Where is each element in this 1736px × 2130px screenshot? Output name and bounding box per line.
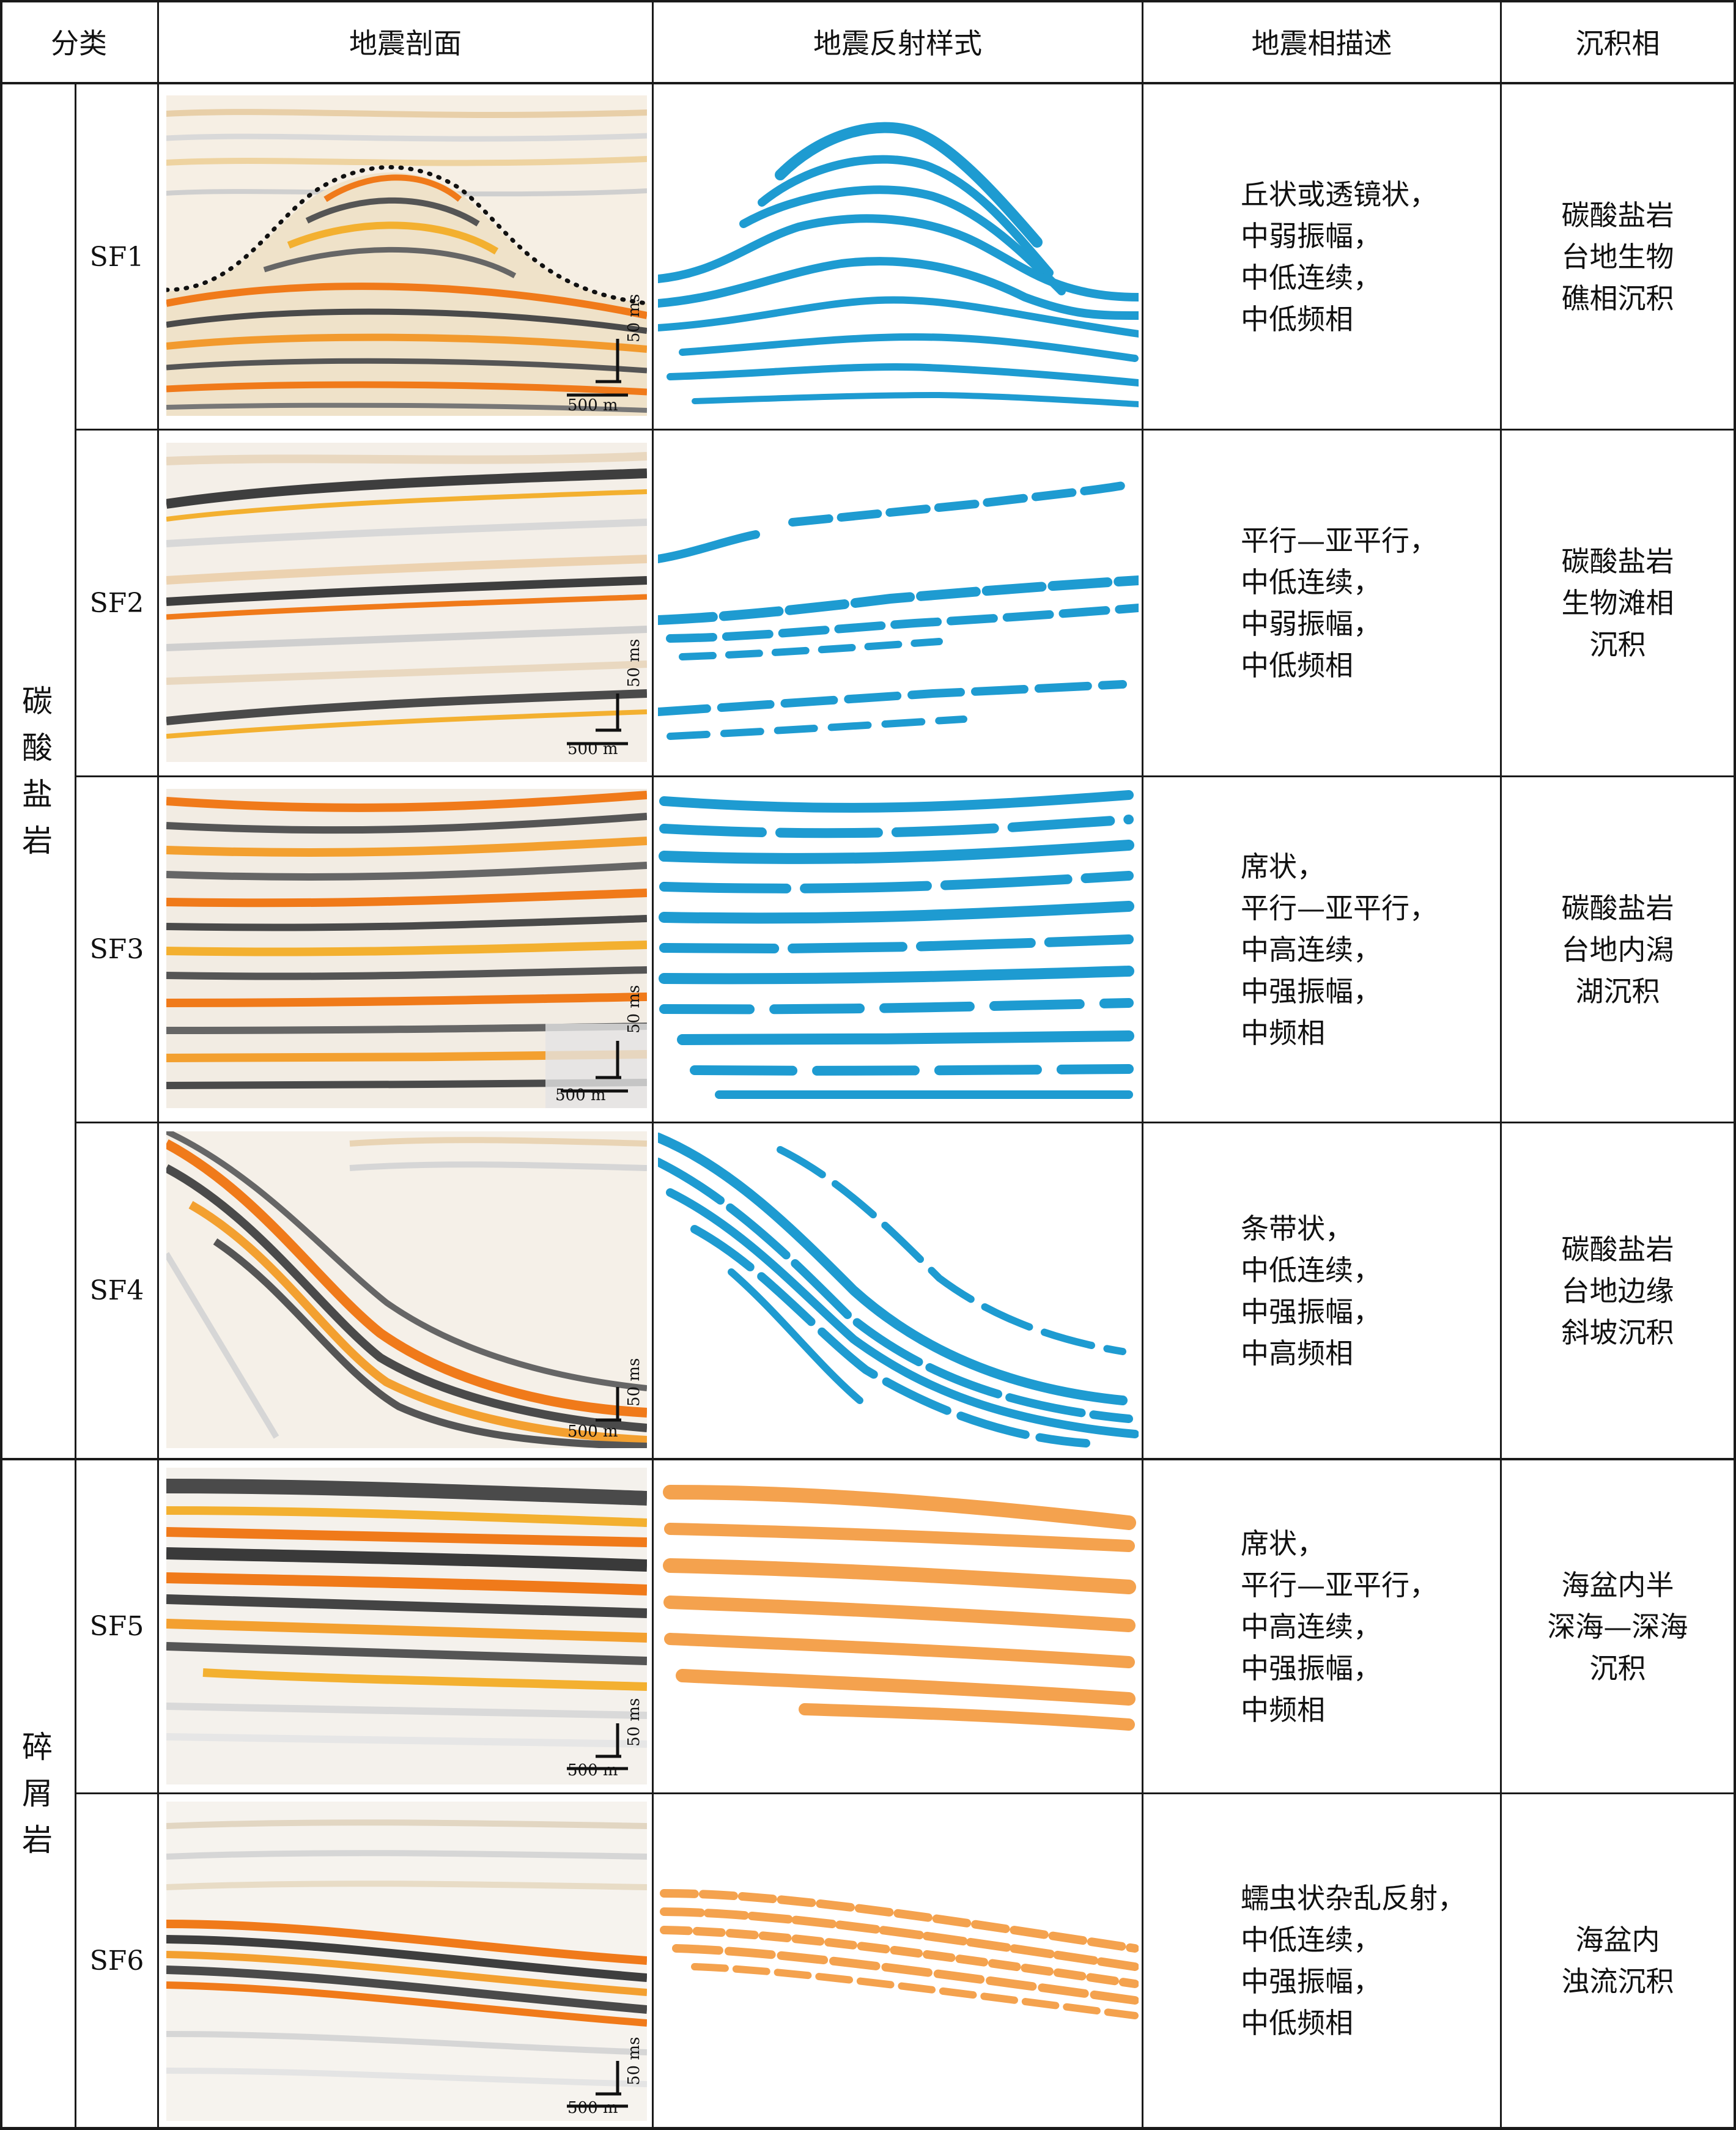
group-label-carbonate: 碳 酸 盐 岩 <box>0 83 75 1459</box>
scale-horizontal: 500 m <box>555 1086 606 1104</box>
description-text: 席状， 平行—亚平行， 中高连续， 中强振幅， 中频相 <box>1241 1526 1438 1726</box>
seismic-section-sf2 <box>166 443 647 762</box>
row-code-sf2: SF2 <box>89 587 144 619</box>
row-code-sf6: SF6 <box>89 1945 144 1977</box>
rule-left <box>0 0 2 2130</box>
row-facies-sf5: 海盆内半 深海—深海 沉积 <box>1501 1460 1734 1792</box>
row-description-sf3: 席状， 平行—亚平行， 中高连续， 中强振幅， 中频相 <box>1143 777 1501 1122</box>
description-text: 条带状， 中低连续， 中强振幅， 中高频相 <box>1241 1211 1381 1370</box>
rule-col3 <box>652 0 654 2130</box>
header-facies: 沉积相 <box>1575 27 1660 60</box>
group-char: 岩 <box>22 1822 53 1858</box>
group-label-clastic: 碎 屑 岩 <box>0 1460 75 2127</box>
description-text: 蠕虫状杂乱反射， 中低连续， 中强振幅， 中低频相 <box>1241 1882 1466 2039</box>
scale-horizontal: 500 m <box>567 396 618 415</box>
row-facies-sf1: 碳酸盐岩 台地生物 礁相沉积 <box>1501 84 1734 429</box>
group-char: 岩 <box>22 823 53 859</box>
facies-text: 海盆内 浊流沉积 <box>1561 1923 1674 1998</box>
row-description-sf4: 条带状， 中低连续， 中强振幅， 中高频相 <box>1143 1123 1501 1458</box>
facies-text: 碳酸盐岩 台地边缘 斜坡沉积 <box>1561 1232 1674 1349</box>
row-code-sf4: SF4 <box>89 1275 144 1306</box>
header-description: 地震相描述 <box>1251 27 1392 60</box>
row-code-sf3: SF3 <box>89 934 144 965</box>
scale-vertical: 50 ms <box>625 2036 643 2085</box>
rule-col1 <box>75 82 76 2128</box>
seismic-section-sf1 <box>166 95 647 416</box>
group-char: 碳 <box>22 684 53 719</box>
reflection-pattern-sf3 <box>658 789 1139 1108</box>
scale-vertical: 50 ms <box>625 1358 643 1407</box>
scale-horizontal: 500 m <box>567 1761 618 1780</box>
scale-vertical: 50 ms <box>625 294 643 342</box>
rule-bottom <box>0 2127 1736 2130</box>
seismic-section-sf4 <box>166 1131 647 1448</box>
reflection-pattern-sf4 <box>658 1131 1139 1448</box>
group-char: 酸 <box>22 730 53 766</box>
reflection-pattern-sf6 <box>658 1802 1139 2121</box>
rule-group <box>0 1458 1736 1460</box>
description-text: 平行—亚平行， 中低连续， 中弱振幅， 中低频相 <box>1241 524 1438 682</box>
reflection-pattern-sf1 <box>658 95 1139 416</box>
row-description-sf6: 蠕虫状杂乱反射， 中低连续， 中强振幅， 中低频相 <box>1143 1794 1501 2127</box>
scale-horizontal: 500 m <box>567 1422 618 1441</box>
row-description-sf5: 席状， 平行—亚平行， 中高连续， 中强振幅， 中频相 <box>1143 1460 1501 1792</box>
scale-horizontal: 500 m <box>567 2099 618 2117</box>
description-text: 丘状或透镜状， 中弱振幅， 中低连续， 中低频相 <box>1241 178 1438 336</box>
rule-row2 <box>75 775 1736 777</box>
group-char: 碎 <box>22 1729 53 1765</box>
header-section: 地震剖面 <box>349 27 462 60</box>
scale-vertical: 50 ms <box>625 985 643 1034</box>
row-code-sf5: SF5 <box>89 1611 144 1642</box>
rule-top <box>0 0 1736 2</box>
header-category: 分类 <box>51 27 107 60</box>
reflection-pattern-sf2 <box>658 443 1139 762</box>
row-code-sf1: SF1 <box>89 241 144 273</box>
rule-right <box>1734 0 1736 2130</box>
scale-horizontal: 500 m <box>567 740 618 758</box>
reflection-pattern-sf5 <box>658 1468 1139 1784</box>
description-text: 席状， 平行—亚平行， 中高连续， 中强振幅， 中频相 <box>1241 849 1438 1049</box>
row-facies-sf3: 碳酸盐岩 台地内潟 湖沉积 <box>1501 777 1734 1122</box>
rule-header <box>0 82 1736 84</box>
row-description-sf1: 丘状或透镜状， 中弱振幅， 中低连续， 中低频相 <box>1143 84 1501 429</box>
seismic-section-sf3 <box>166 789 647 1108</box>
seismic-section-sf6 <box>166 1802 647 2121</box>
facies-text: 碳酸盐岩 台地生物 礁相沉积 <box>1561 199 1674 315</box>
row-description-sf2: 平行—亚平行， 中低连续， 中弱振幅， 中低频相 <box>1143 431 1501 775</box>
scale-vertical: 50 ms <box>625 1698 643 1747</box>
row-facies-sf4: 碳酸盐岩 台地边缘 斜坡沉积 <box>1501 1123 1734 1458</box>
rule-col4 <box>1142 0 1143 2130</box>
rule-row1 <box>75 429 1736 431</box>
facies-text: 碳酸盐岩 台地内潟 湖沉积 <box>1561 891 1674 1008</box>
group-char: 屑 <box>22 1776 53 1811</box>
facies-text: 碳酸盐岩 生物滩相 沉积 <box>1561 545 1674 661</box>
facies-text: 海盆内半 深海—深海 沉积 <box>1547 1568 1688 1685</box>
header-pattern: 地震反射样式 <box>813 27 982 60</box>
row-facies-sf2: 碳酸盐岩 生物滩相 沉积 <box>1501 431 1734 775</box>
rule-col5 <box>1500 0 1502 2130</box>
scale-vertical: 50 ms <box>625 638 643 687</box>
seismic-section-sf5 <box>166 1468 647 1784</box>
rule-row5 <box>75 1792 1736 1794</box>
group-char: 盐 <box>22 777 53 812</box>
rule-row3 <box>75 1122 1736 1123</box>
rule-col2 <box>157 0 159 2130</box>
row-facies-sf6: 海盆内 浊流沉积 <box>1501 1794 1734 2127</box>
